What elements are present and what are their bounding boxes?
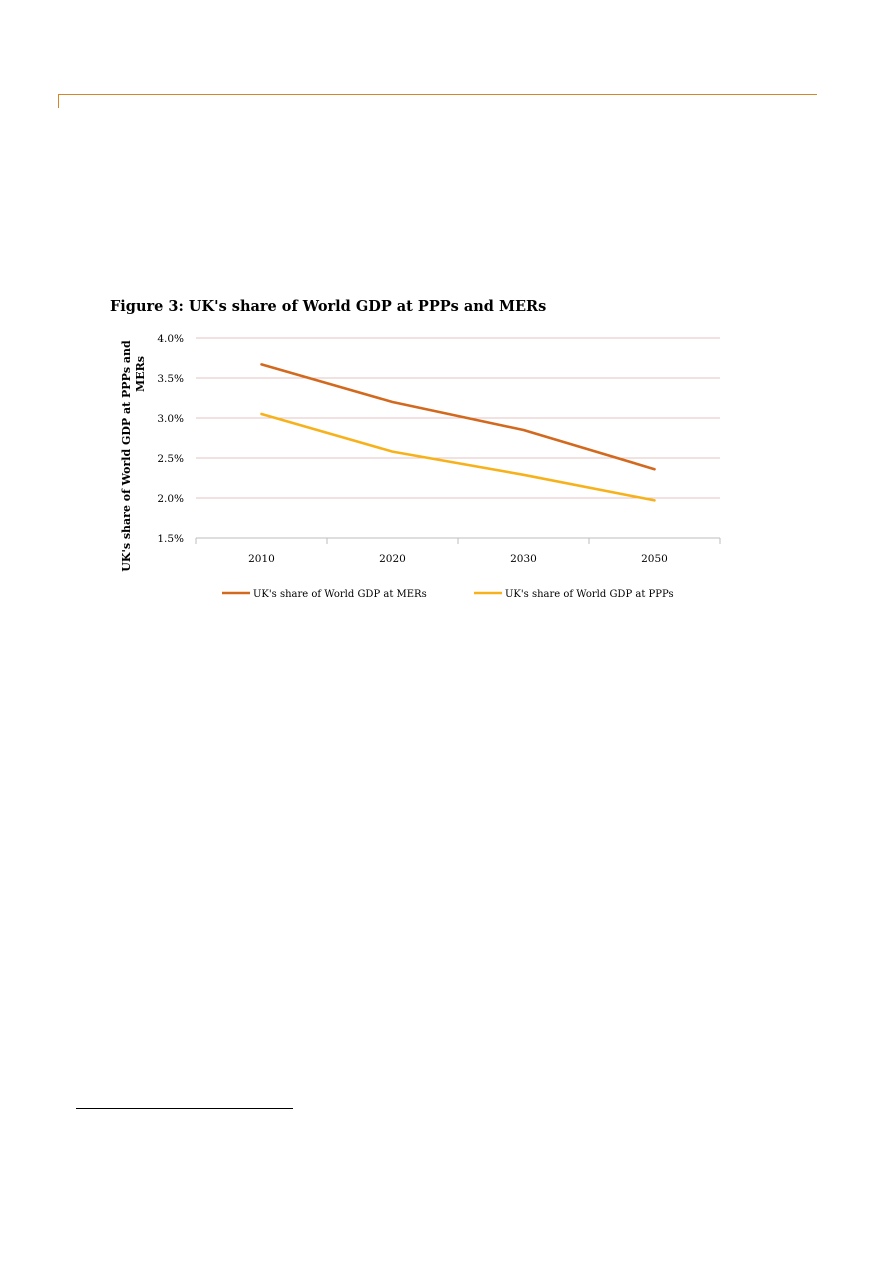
line-chart: UK's share of World GDP at PPPs and MERs…: [120, 333, 721, 600]
series-lines: [260, 363, 656, 502]
legend-label: UK's share of World GDP at PPPs: [505, 589, 674, 600]
y-tick-label: 3.5%: [157, 373, 184, 385]
y-tick-labels: 1.5% 2.0% 2.5% 3.0% 3.5% 4.0%: [157, 333, 184, 545]
y-tick-label: 2.0%: [157, 493, 184, 505]
x-tick-label: 2010: [248, 553, 275, 565]
legend-label: UK's share of World GDP at MERs: [253, 589, 427, 600]
series-line-2: [260, 412, 656, 502]
y-axis-title-line-2: MERs: [134, 356, 147, 392]
x-tick-label: 2030: [510, 553, 537, 565]
series-line-1: [260, 363, 656, 471]
y-tick-label: 1.5%: [157, 533, 184, 545]
gridlines: [196, 337, 720, 499]
figure-title: Figure 3: UK's share of World GDP at PPP…: [110, 298, 547, 315]
y-tick-label: 2.5%: [157, 453, 184, 465]
legend: UK's share of World GDP at MERs UK's shar…: [222, 589, 674, 600]
x-tick-label: 2050: [641, 553, 668, 565]
y-axis-title: UK's share of World GDP at PPPs and MERs: [120, 340, 147, 572]
header-rule-tick: [58, 94, 59, 108]
y-tick-label: 4.0%: [157, 333, 184, 345]
footnote-separator: [76, 1108, 293, 1109]
header-rule: [58, 94, 817, 95]
y-axis-title-line-1: UK's share of World GDP at PPPs and: [120, 340, 133, 572]
x-tick-label: 2020: [379, 553, 406, 565]
y-tick-label: 3.0%: [157, 413, 184, 425]
x-axis: 2010 2020 2030 2050: [195, 537, 721, 565]
